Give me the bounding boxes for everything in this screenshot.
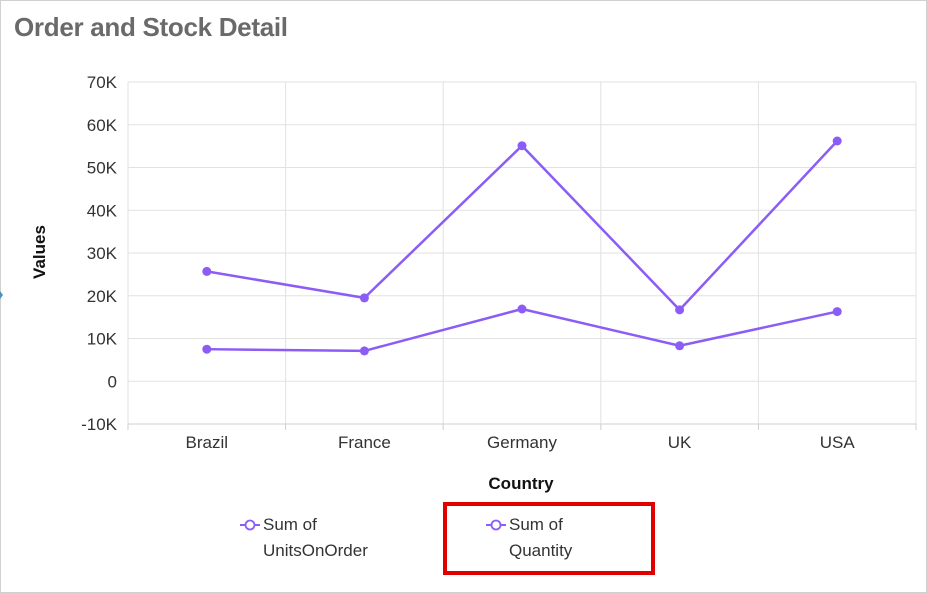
legend: Sum of UnitsOnOrder Sum of Quantity xyxy=(240,515,573,560)
legend-item[interactable]: Sum of Quantity xyxy=(486,515,573,560)
legend-marker-symbol xyxy=(244,519,256,531)
grid-layer xyxy=(127,81,917,430)
y-tick-label: 60K xyxy=(87,116,118,135)
data-point[interactable] xyxy=(832,136,842,146)
y-tick-label: 0 xyxy=(108,372,117,391)
legend-label: Sum of xyxy=(263,515,317,534)
data-point[interactable] xyxy=(517,304,527,314)
data-point[interactable] xyxy=(202,344,212,354)
legend-label: UnitsOnOrder xyxy=(263,541,368,560)
x-axis-title: Country xyxy=(488,474,554,493)
legend-highlight-box xyxy=(443,502,655,575)
data-point[interactable] xyxy=(675,305,685,315)
data-point[interactable] xyxy=(832,307,842,317)
x-tick-label: USA xyxy=(820,433,856,452)
x-axis: Brazil France Germany UK USA xyxy=(186,433,856,452)
x-tick-label: UK xyxy=(668,433,692,452)
chart-title: Order and Stock Detail xyxy=(14,12,288,42)
legend-label: Sum of xyxy=(509,515,563,534)
y-tick-label: 20K xyxy=(87,287,118,306)
y-axis: -10K 0 10K 20K 30K 40K 50K 60K 70K xyxy=(81,73,118,434)
y-tick-label: -10K xyxy=(81,415,118,434)
y-axis-title: Values xyxy=(30,225,49,279)
y-tick-label: 30K xyxy=(87,244,118,263)
data-point[interactable] xyxy=(675,341,685,351)
legend-item[interactable]: Sum of UnitsOnOrder xyxy=(240,515,368,560)
panel-edge-marker xyxy=(0,291,3,299)
y-tick-label: 10K xyxy=(87,330,118,349)
legend-label: Quantity xyxy=(509,541,573,560)
x-tick-label: Germany xyxy=(487,433,557,452)
series-line xyxy=(206,140,839,312)
data-point[interactable] xyxy=(517,141,527,151)
y-tick-label: 40K xyxy=(87,201,118,220)
legend-marker-symbol xyxy=(490,519,502,531)
x-tick-label: France xyxy=(338,433,391,452)
data-point[interactable] xyxy=(202,266,212,276)
y-tick-label: 70K xyxy=(87,73,118,92)
series-line xyxy=(206,307,838,353)
series-layer xyxy=(202,136,842,356)
data-point[interactable] xyxy=(359,346,369,356)
y-tick-label: 50K xyxy=(87,159,118,178)
x-tick-label: Brazil xyxy=(186,433,229,452)
data-point[interactable] xyxy=(359,293,369,303)
